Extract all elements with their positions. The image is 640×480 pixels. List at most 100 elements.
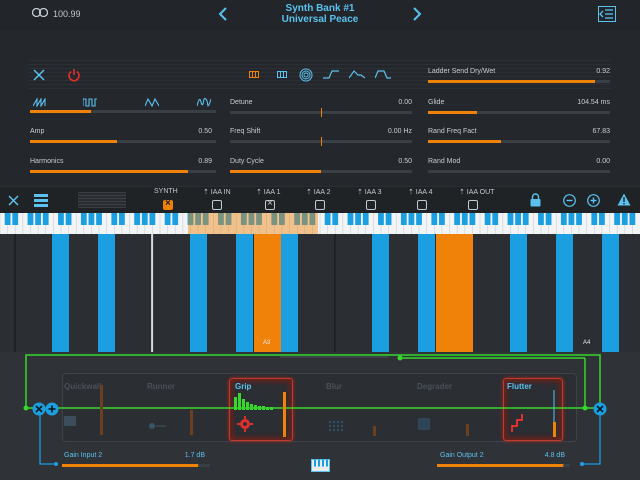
route-label-5: ⇡ IAA 4: [408, 189, 433, 196]
grip-gear-icon: [237, 416, 253, 432]
grip-active-frame: [229, 378, 293, 441]
blur-icon: [328, 420, 344, 432]
fx-name-blur[interactable]: Blur: [326, 382, 342, 391]
route-label-6: ⇡ IAA OUT: [459, 189, 495, 196]
close-keyboard-icon[interactable]: [8, 195, 19, 206]
warning-icon[interactable]: [617, 193, 631, 206]
mini-keyboard[interactable]: [0, 213, 640, 234]
close-icon[interactable]: [33, 69, 45, 81]
ladder-send-label: Ladder Send Dry/Wet: [428, 68, 496, 75]
previous-preset-button[interactable]: [216, 5, 230, 23]
route-checkbox-5[interactable]: [417, 200, 427, 210]
layers-icon[interactable]: [33, 192, 49, 208]
fingerprint-icon[interactable]: [299, 68, 313, 82]
visible-range-highlight: [188, 213, 318, 234]
route-checkbox-2[interactable]: [265, 198, 275, 210]
link-icon[interactable]: [32, 8, 48, 17]
fx-name-flutter[interactable]: Flutter: [507, 382, 532, 391]
triangle-wave-icon[interactable]: [145, 98, 159, 107]
rand-freq-fact-slider[interactable]: [428, 140, 610, 143]
route-checkbox-1[interactable]: [212, 200, 222, 210]
amp-slider[interactable]: [30, 140, 216, 143]
quickwall-meter: [100, 385, 103, 435]
gain-output-slider[interactable]: [437, 462, 570, 468]
top-bar: 100.99 Synth Bank #1 Universal Peace: [0, 0, 640, 30]
harmonics-slider-fill: [30, 170, 189, 173]
harmonics-slider[interactable]: [30, 170, 216, 173]
detune-value: 0.00: [398, 99, 412, 106]
detune-slider-marker: [321, 108, 322, 117]
lfo-shape-icon[interactable]: [349, 70, 365, 79]
mini-display: [78, 192, 126, 208]
rand-mod-label: Rand Mod: [428, 158, 461, 165]
piano-keys-icon[interactable]: [311, 459, 330, 472]
waveform-slider-fill: [30, 110, 92, 113]
gain-input-fill: [62, 464, 199, 467]
grip-meter: [283, 392, 286, 437]
ladder-send-slider[interactable]: [428, 80, 610, 83]
sawtooth-wave-icon[interactable]: [33, 98, 47, 107]
glide-label: Glide: [428, 99, 445, 106]
detune-label: Detune: [230, 99, 253, 106]
glide-value: 104.54 ms: [577, 99, 610, 106]
freq-shift-label: Freq Shift: [230, 128, 261, 135]
gain-output-fill: [437, 464, 564, 467]
preset-list-icon[interactable]: [598, 6, 616, 22]
pressed-key-a3: [254, 234, 281, 352]
rand-mod-slider[interactable]: [428, 170, 610, 173]
audio-cables: [39, 408, 601, 465]
waveform-slider[interactable]: [30, 110, 216, 113]
amp-value: 0.50: [198, 128, 212, 135]
gain-input-value: 1.7 dB: [184, 452, 205, 459]
route-checkbox-3[interactable]: [315, 200, 325, 210]
zoom-in-icon[interactable]: [587, 194, 600, 207]
blur-meter: [373, 426, 376, 436]
duty-cycle-slider[interactable]: [230, 170, 412, 173]
route-checkbox-6[interactable]: [468, 200, 478, 210]
route-checkbox-4[interactable]: [366, 200, 376, 210]
fx-name-grip[interactable]: Grip: [235, 382, 252, 391]
gain-input-slider[interactable]: [62, 462, 210, 468]
square-wave-icon[interactable]: [83, 98, 97, 107]
input-node: [23, 405, 29, 411]
freq-shift-slider[interactable]: [230, 137, 412, 146]
route-label-3: ⇡ IAA 2: [306, 189, 331, 196]
flutter-icon: [511, 414, 523, 432]
routing-toolbar: SYNTH ⇡ IAA IN ⇡ IAA 1 ⇡ IAA 2 ⇡ IAA 3 ⇡ IAA …: [0, 186, 640, 213]
envelope-icon[interactable]: [323, 70, 339, 79]
flutter-active-frame: [503, 378, 563, 441]
filter-shape-icon[interactable]: [375, 70, 391, 79]
preset-name[interactable]: Universal Peace: [281, 14, 359, 25]
bank-name[interactable]: Synth Bank #1: [285, 3, 355, 14]
route-checkbox-0[interactable]: [163, 198, 173, 210]
fx-name-quickwall[interactable]: Quickwall: [64, 382, 102, 391]
next-preset-button[interactable]: [410, 5, 424, 23]
grip-spectrum: [234, 393, 273, 410]
glide-slider-fill: [428, 111, 478, 114]
route-label-0: SYNTH: [154, 188, 178, 195]
fx-name-degrader[interactable]: Degrader: [417, 382, 453, 391]
ladder-send-slider-fill: [428, 80, 596, 83]
freq-shift-value: 0.00 Hz: [387, 128, 412, 135]
glide-slider[interactable]: [428, 111, 610, 114]
zoom-out-icon[interactable]: [563, 194, 576, 207]
link-value: 100.99: [53, 9, 81, 19]
degrader-icon: [418, 418, 430, 430]
freq-shift-slider-marker: [321, 137, 322, 146]
lock-icon[interactable]: [530, 193, 541, 207]
main-keyboard[interactable]: [0, 234, 640, 352]
pulse-wave-icon[interactable]: [197, 98, 211, 107]
output-remove-node-icon[interactable]: [593, 402, 607, 416]
gain-input-label: Gain Input 2: [64, 452, 103, 459]
keyboard-view-icon[interactable]: [249, 71, 259, 78]
input-remove-node-icon[interactable]: [32, 402, 46, 416]
duty-cycle-slider-fill: [230, 170, 321, 173]
fx-name-runner[interactable]: Runner: [147, 382, 175, 391]
detune-slider[interactable]: [230, 108, 412, 117]
input-add-node-icon[interactable]: [45, 402, 59, 416]
harmonics-label: Harmonics: [30, 158, 64, 165]
power-icon[interactable]: [67, 68, 81, 82]
grid-view-icon[interactable]: [277, 71, 287, 78]
route-label-2: ⇡ IAA 1: [256, 189, 281, 196]
rand-freq-fact-label: Rand Freq Fact: [428, 128, 477, 135]
